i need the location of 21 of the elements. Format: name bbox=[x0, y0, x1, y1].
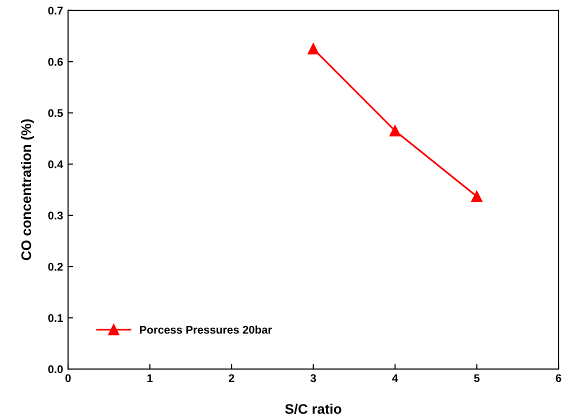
x-tick-label: 4 bbox=[392, 374, 398, 382]
y-tick-label: 0.1 bbox=[48, 314, 63, 322]
y-tick-label: 0.6 bbox=[48, 58, 63, 66]
x-tick-label: 5 bbox=[474, 374, 480, 382]
y-tick-label: 0.2 bbox=[48, 262, 63, 271]
x-tick-label: 2 bbox=[228, 374, 234, 382]
y-tick-label: 0.3 bbox=[48, 212, 63, 220]
legend-label: Porcess Pressures 20bar bbox=[140, 326, 272, 334]
y-tick-label: 0.5 bbox=[48, 109, 63, 118]
x-axis-title: S/C ratio bbox=[285, 404, 342, 414]
point bbox=[471, 190, 482, 202]
x-tick-label: 1 bbox=[147, 374, 153, 382]
y-axis-title: CO concentration (%) bbox=[20, 119, 34, 260]
x-tick-label: 6 bbox=[556, 374, 562, 382]
y-tick-label: 0.0 bbox=[48, 365, 63, 374]
x-tick-label: 3 bbox=[310, 374, 316, 382]
x-tick-label: 0 bbox=[65, 374, 71, 382]
y-tick-label: 0.7 bbox=[48, 6, 63, 15]
y-tick-label: 0.4 bbox=[48, 160, 64, 168]
point bbox=[389, 125, 401, 136]
point bbox=[308, 43, 319, 54]
